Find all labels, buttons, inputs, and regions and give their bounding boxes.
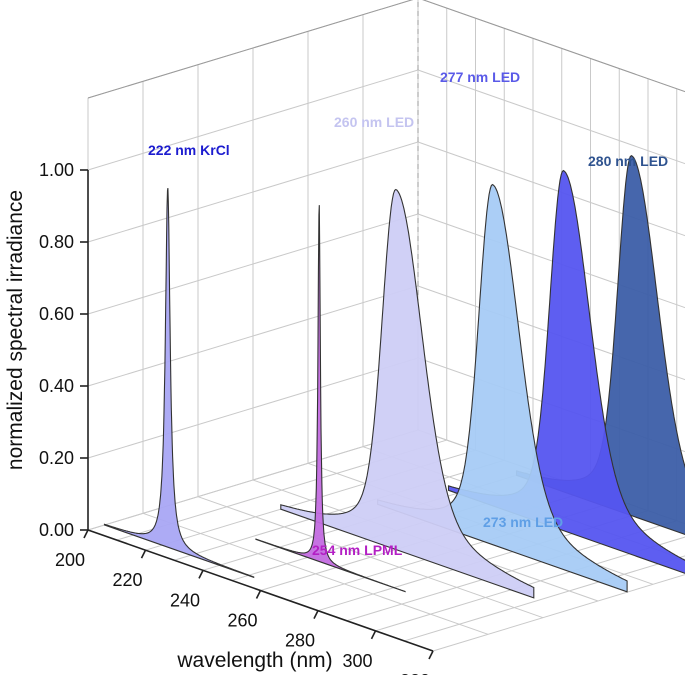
y-tick-labels: 0.00 0.20 0.40 0.60 0.80 1.00 bbox=[39, 160, 74, 540]
series-label-222-nm-krcl: 222 nm KrCl bbox=[148, 142, 230, 158]
x-tick-label: 280 bbox=[285, 631, 315, 651]
y-tick-label: 0.40 bbox=[39, 376, 74, 396]
back-wall-gridline bbox=[417, 69, 685, 165]
y-tick-label: 0.80 bbox=[39, 232, 74, 252]
x-tick-label: 320 bbox=[400, 671, 430, 675]
floor-depth-gridline bbox=[142, 512, 489, 635]
y-tick-label: 0.00 bbox=[39, 520, 74, 540]
x-tick-mark bbox=[140, 549, 147, 559]
x-tick-label: 200 bbox=[55, 550, 85, 570]
x-tick-label: 300 bbox=[342, 651, 372, 671]
spectrum-260-nm-led bbox=[280, 188, 535, 599]
x-tick-mark bbox=[198, 569, 204, 579]
series-labels: 222 nm KrCl 254 nm LPML 260 nm LED 273 nm L… bbox=[148, 69, 668, 558]
spectrum-222-nm-krcl bbox=[103, 188, 255, 579]
series-label-273-nm-led: 273 nm LED bbox=[483, 514, 563, 530]
x-tick-mark bbox=[313, 610, 319, 620]
y-axis-title: normalized spectral irradiance bbox=[4, 190, 27, 470]
x-tick-label: 220 bbox=[112, 570, 142, 590]
spectrum-254-nm-lpml bbox=[255, 205, 406, 593]
x-tick-label: 240 bbox=[170, 590, 200, 610]
series-label-280-nm-led: 280 nm LED bbox=[588, 153, 668, 169]
top-left-edge bbox=[87, 0, 414, 99]
y-tick-label: 0.60 bbox=[39, 304, 74, 324]
x-axis-title: wavelength (nm) bbox=[176, 649, 332, 672]
x-tick-mark bbox=[428, 650, 434, 660]
series-layer bbox=[103, 155, 685, 599]
axes-layer bbox=[80, 169, 434, 660]
x-tick-mark bbox=[255, 590, 262, 599]
series-label-254-nm-lpml: 254 nm LPML bbox=[312, 542, 403, 558]
x-tick-label: 260 bbox=[227, 611, 257, 631]
back-wall-gridline bbox=[422, 0, 685, 93]
x-tick-labels: 200 220 240 260 280 300 320 bbox=[55, 550, 430, 675]
series-label-260-nm-led: 260 nm LED bbox=[334, 114, 414, 130]
x-tick-mark bbox=[83, 529, 89, 539]
series-label-277-nm-led: 277 nm LED bbox=[440, 69, 520, 85]
x-tick-mark bbox=[370, 630, 377, 640]
y-tick-label: 0.20 bbox=[39, 448, 74, 468]
y-tick-label: 1.00 bbox=[39, 160, 74, 180]
floor-depth-gridline bbox=[197, 496, 544, 619]
top-back-edge bbox=[422, 0, 685, 93]
